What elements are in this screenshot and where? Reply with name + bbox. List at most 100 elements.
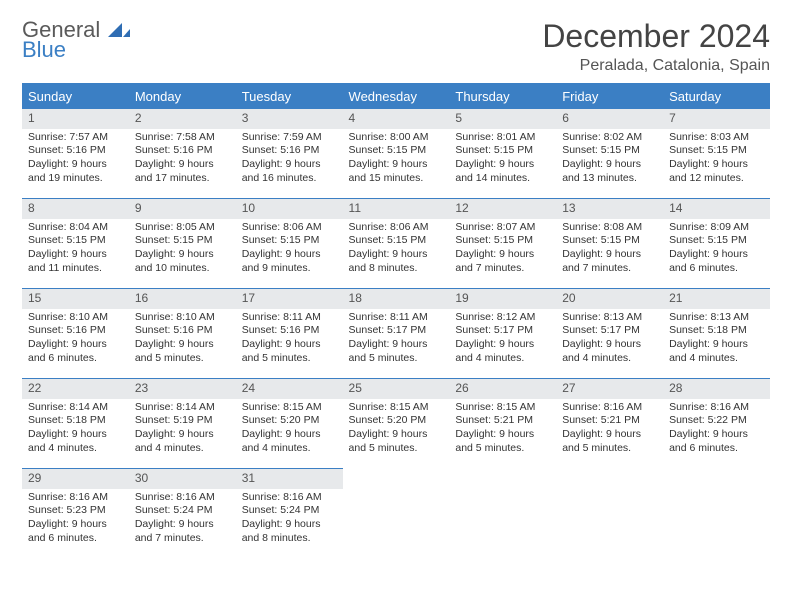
day-number: 17 (236, 288, 343, 309)
weekday-header: Thursday (449, 84, 556, 108)
day-number: 11 (343, 198, 450, 219)
sunrise-line: Sunrise: 8:16 AM (28, 491, 108, 503)
day-number: 13 (556, 198, 663, 219)
day-body: Sunrise: 8:16 AMSunset: 5:24 PMDaylight:… (236, 489, 343, 550)
daylight-line: Daylight: 9 hours and 6 minutes. (669, 428, 748, 454)
calendar-cell: 22Sunrise: 8:14 AMSunset: 5:18 PMDayligh… (22, 378, 129, 468)
day-number: 21 (663, 288, 770, 309)
daylight-line: Daylight: 9 hours and 7 minutes. (455, 248, 534, 274)
sunrise-line: Sunrise: 8:02 AM (562, 131, 642, 143)
daylight-line: Daylight: 9 hours and 4 minutes. (455, 338, 534, 364)
daylight-line: Daylight: 9 hours and 14 minutes. (455, 158, 534, 184)
sunrise-line: Sunrise: 7:57 AM (28, 131, 108, 143)
calendar-cell: 16Sunrise: 8:10 AMSunset: 5:16 PMDayligh… (129, 288, 236, 378)
sunset-line: Sunset: 5:20 PM (242, 414, 320, 426)
sunrise-line: Sunrise: 8:16 AM (135, 491, 215, 503)
day-number: 22 (22, 378, 129, 399)
day-number: 28 (663, 378, 770, 399)
day-body: Sunrise: 8:16 AMSunset: 5:21 PMDaylight:… (556, 399, 663, 460)
sunset-line: Sunset: 5:16 PM (28, 324, 106, 336)
sunset-line: Sunset: 5:19 PM (135, 414, 213, 426)
calendar-cell: 5Sunrise: 8:01 AMSunset: 5:15 PMDaylight… (449, 108, 556, 198)
weekday-row: Sunday Monday Tuesday Wednesday Thursday… (22, 84, 770, 108)
day-body: Sunrise: 8:14 AMSunset: 5:18 PMDaylight:… (22, 399, 129, 460)
day-number: 14 (663, 198, 770, 219)
calendar-cell: 13Sunrise: 8:08 AMSunset: 5:15 PMDayligh… (556, 198, 663, 288)
daylight-line: Daylight: 9 hours and 5 minutes. (135, 338, 214, 364)
day-body: Sunrise: 8:15 AMSunset: 5:21 PMDaylight:… (449, 399, 556, 460)
calendar-cell: 21Sunrise: 8:13 AMSunset: 5:18 PMDayligh… (663, 288, 770, 378)
day-number: 29 (22, 468, 129, 489)
calendar-cell: 1Sunrise: 7:57 AMSunset: 5:16 PMDaylight… (22, 108, 129, 198)
calendar-cell: 31Sunrise: 8:16 AMSunset: 5:24 PMDayligh… (236, 468, 343, 558)
day-body: Sunrise: 8:09 AMSunset: 5:15 PMDaylight:… (663, 219, 770, 280)
day-body: Sunrise: 8:12 AMSunset: 5:17 PMDaylight:… (449, 309, 556, 370)
daylight-line: Daylight: 9 hours and 17 minutes. (135, 158, 214, 184)
day-number: 25 (343, 378, 450, 399)
day-number: 30 (129, 468, 236, 489)
calendar-cell: 9Sunrise: 8:05 AMSunset: 5:15 PMDaylight… (129, 198, 236, 288)
calendar-cell: 4Sunrise: 8:00 AMSunset: 5:15 PMDaylight… (343, 108, 450, 198)
month-title: December 2024 (542, 18, 770, 55)
calendar-cell: 30Sunrise: 8:16 AMSunset: 5:24 PMDayligh… (129, 468, 236, 558)
sunrise-line: Sunrise: 8:00 AM (349, 131, 429, 143)
day-number: 7 (663, 108, 770, 129)
day-body: Sunrise: 8:02 AMSunset: 5:15 PMDaylight:… (556, 129, 663, 190)
daylight-line: Daylight: 9 hours and 10 minutes. (135, 248, 214, 274)
sunrise-line: Sunrise: 8:10 AM (28, 311, 108, 323)
calendar-table: Sunday Monday Tuesday Wednesday Thursday… (22, 83, 770, 558)
day-body: Sunrise: 8:16 AMSunset: 5:23 PMDaylight:… (22, 489, 129, 550)
day-body: Sunrise: 8:05 AMSunset: 5:15 PMDaylight:… (129, 219, 236, 280)
calendar-cell: 18Sunrise: 8:11 AMSunset: 5:17 PMDayligh… (343, 288, 450, 378)
daylight-line: Daylight: 9 hours and 7 minutes. (562, 248, 641, 274)
logo: General Blue (22, 18, 130, 60)
day-number: 31 (236, 468, 343, 489)
sunset-line: Sunset: 5:16 PM (242, 144, 320, 156)
day-body: Sunrise: 7:57 AMSunset: 5:16 PM Daylight:… (22, 129, 129, 190)
sunrise-line: Sunrise: 8:08 AM (562, 221, 642, 233)
sunset-line: Sunset: 5:15 PM (349, 234, 427, 246)
day-number: 8 (22, 198, 129, 219)
calendar-cell: 15Sunrise: 8:10 AMSunset: 5:16 PMDayligh… (22, 288, 129, 378)
sunrise-line: Sunrise: 8:01 AM (455, 131, 535, 143)
weekday-header: Tuesday (236, 84, 343, 108)
calendar-cell (663, 468, 770, 558)
day-body: Sunrise: 8:04 AMSunset: 5:15 PMDaylight:… (22, 219, 129, 280)
sunset-line: Sunset: 5:16 PM (242, 324, 320, 336)
daylight-line: Daylight: 9 hours and 8 minutes. (242, 518, 321, 544)
day-number: 9 (129, 198, 236, 219)
sunrise-line: Sunrise: 8:15 AM (242, 401, 322, 413)
sunset-line: Sunset: 5:17 PM (562, 324, 640, 336)
calendar-cell: 14Sunrise: 8:09 AMSunset: 5:15 PMDayligh… (663, 198, 770, 288)
sunset-line: Sunset: 5:22 PM (669, 414, 747, 426)
daylight-line: Daylight: 9 hours and 15 minutes. (349, 158, 428, 184)
daylight-line: Daylight: 9 hours and 5 minutes. (349, 338, 428, 364)
calendar-cell: 17Sunrise: 8:11 AMSunset: 5:16 PMDayligh… (236, 288, 343, 378)
sunrise-line: Sunrise: 8:11 AM (242, 311, 321, 323)
daylight-line: Daylight: 9 hours and 19 minutes. (28, 158, 107, 184)
day-number: 18 (343, 288, 450, 309)
calendar-cell (556, 468, 663, 558)
daylight-line: Daylight: 9 hours and 16 minutes. (242, 158, 321, 184)
sunrise-line: Sunrise: 8:06 AM (349, 221, 429, 233)
sunrise-line: Sunrise: 8:10 AM (135, 311, 215, 323)
day-body: Sunrise: 8:14 AMSunset: 5:19 PMDaylight:… (129, 399, 236, 460)
sunset-line: Sunset: 5:24 PM (135, 504, 213, 516)
calendar-cell: 10Sunrise: 8:06 AMSunset: 5:15 PMDayligh… (236, 198, 343, 288)
day-body: Sunrise: 8:03 AMSunset: 5:15 PMDaylight:… (663, 129, 770, 190)
sunset-line: Sunset: 5:16 PM (28, 144, 106, 156)
calendar-row: 15Sunrise: 8:10 AMSunset: 5:16 PMDayligh… (22, 288, 770, 378)
sunrise-line: Sunrise: 8:14 AM (135, 401, 215, 413)
sunrise-line: Sunrise: 8:16 AM (562, 401, 642, 413)
calendar-cell: 19Sunrise: 8:12 AMSunset: 5:17 PMDayligh… (449, 288, 556, 378)
calendar-body: 1Sunrise: 7:57 AMSunset: 5:16 PMDaylight… (22, 108, 770, 558)
day-number: 16 (129, 288, 236, 309)
weekday-header: Friday (556, 84, 663, 108)
daylight-line: Daylight: 9 hours and 8 minutes. (349, 248, 428, 274)
calendar-cell (449, 468, 556, 558)
sunrise-line: Sunrise: 8:16 AM (669, 401, 749, 413)
day-body: Sunrise: 8:10 AMSunset: 5:16 PMDaylight:… (129, 309, 236, 370)
sunrise-line: Sunrise: 8:16 AM (242, 491, 322, 503)
weekday-header: Monday (129, 84, 236, 108)
day-body: Sunrise: 7:59 AMSunset: 5:16 PMDaylight:… (236, 129, 343, 190)
